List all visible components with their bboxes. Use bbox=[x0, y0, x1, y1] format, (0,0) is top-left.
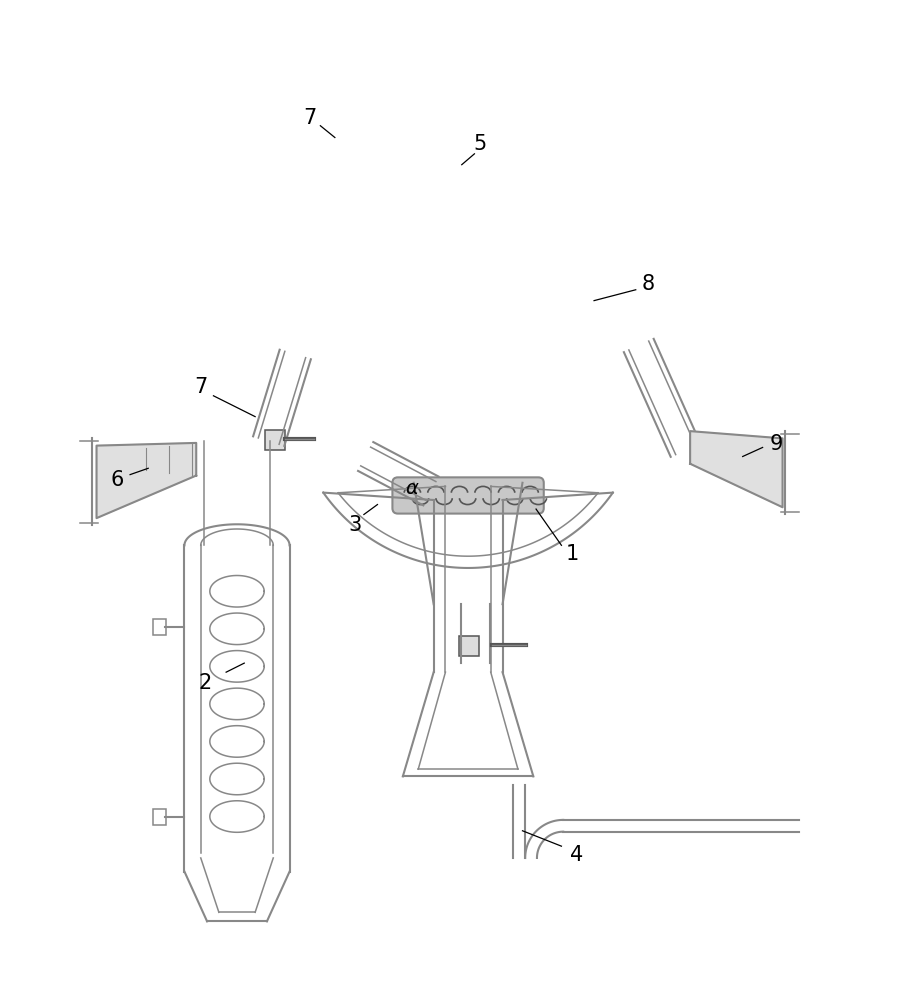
Text: 4: 4 bbox=[570, 845, 584, 865]
Text: 1: 1 bbox=[565, 544, 579, 564]
FancyBboxPatch shape bbox=[393, 477, 544, 514]
Text: 7: 7 bbox=[303, 108, 316, 128]
Text: 2: 2 bbox=[199, 673, 212, 693]
Text: 9: 9 bbox=[770, 434, 783, 454]
Text: α: α bbox=[405, 479, 418, 498]
Text: 6: 6 bbox=[111, 470, 124, 490]
Bar bbox=[153, 809, 166, 825]
Text: 5: 5 bbox=[474, 134, 486, 154]
Text: 7: 7 bbox=[195, 377, 207, 397]
Text: 8: 8 bbox=[642, 274, 655, 294]
Polygon shape bbox=[690, 431, 783, 507]
Text: 3: 3 bbox=[348, 515, 362, 535]
Polygon shape bbox=[96, 443, 196, 518]
Bar bbox=[459, 636, 479, 656]
Bar bbox=[153, 619, 166, 635]
Bar bbox=[265, 430, 285, 450]
